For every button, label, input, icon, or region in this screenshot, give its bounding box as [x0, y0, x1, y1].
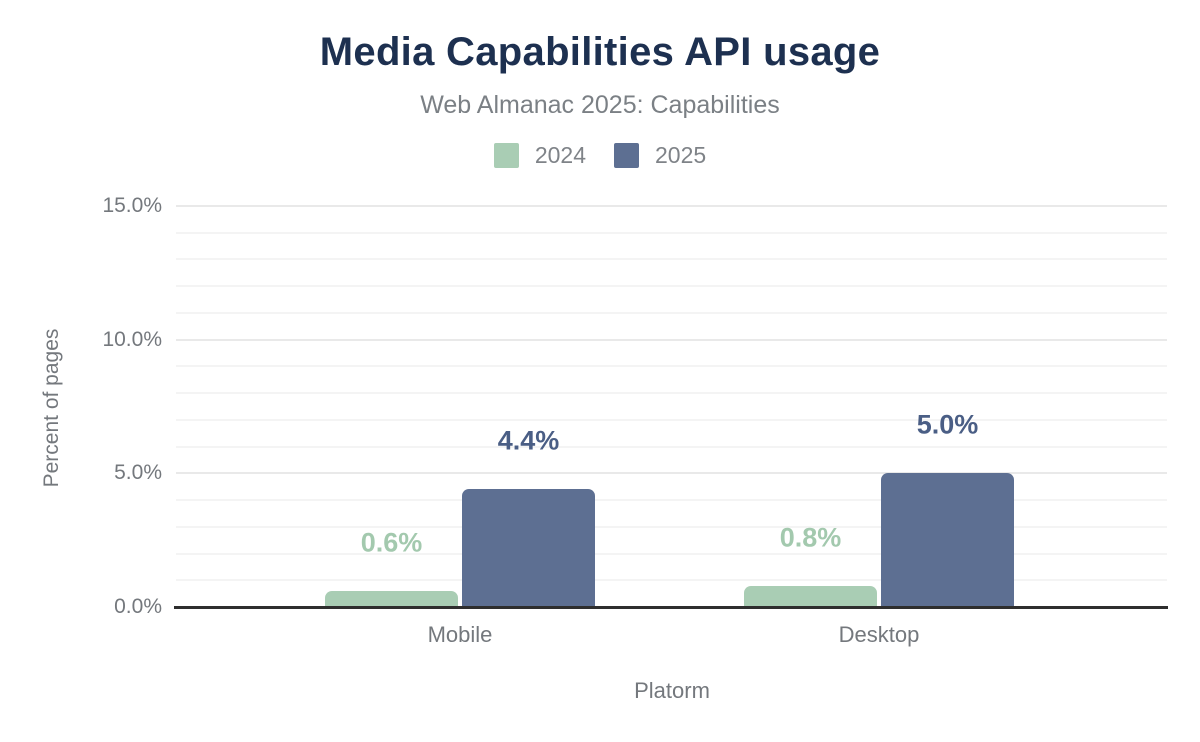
chart-title: Media Capabilities API usage	[319, 30, 881, 74]
legend-swatch-icon	[614, 143, 639, 168]
minor-gridline	[176, 285, 1167, 287]
legend-label: 2025	[655, 142, 707, 168]
bar-value-label: 0.8%	[779, 522, 842, 553]
bar-value-label: 0.6%	[360, 527, 423, 558]
minor-gridline	[176, 499, 1167, 501]
minor-gridline	[176, 231, 1167, 234]
legend: 2024 2025	[0, 142, 1200, 169]
minor-gridline	[176, 445, 1167, 448]
major-gridline	[176, 204, 1167, 207]
x-tick-label: Mobile	[427, 622, 493, 647]
bar-2024-desktop[interactable]	[744, 585, 877, 607]
minor-gridline	[176, 392, 1167, 394]
x-tick-label: Desktop	[838, 622, 920, 647]
y-tick-label: 0.0%	[114, 595, 162, 618]
legend-item-2025: 2025	[614, 142, 706, 169]
minor-gridline	[176, 365, 1167, 368]
legend-item-2024: 2024	[493, 142, 586, 169]
minor-gridline	[176, 579, 1167, 582]
minor-gridline	[176, 258, 1167, 261]
chart-subtitle: Web Almanac 2025: Capabilities	[420, 91, 780, 119]
minor-gridline	[176, 418, 1167, 421]
major-gridline	[176, 472, 1167, 475]
bar-value-label: 4.4%	[497, 425, 560, 456]
y-tick-label: 5.0%	[114, 461, 162, 485]
bar-value-label: 5.0%	[916, 409, 979, 440]
y-tick-label: 15.0%	[102, 193, 162, 217]
bar-2025-desktop[interactable]	[881, 473, 1014, 607]
bar-2025-mobile[interactable]	[462, 489, 595, 607]
major-gridline	[176, 338, 1167, 341]
legend-label: 2024	[534, 142, 586, 168]
x-axis-title: Platorm	[634, 678, 710, 703]
y-tick-label: 10.0%	[102, 327, 162, 351]
minor-gridline	[176, 552, 1167, 555]
minor-gridline	[176, 311, 1167, 314]
bar-2024-mobile[interactable]	[325, 590, 458, 607]
legend-swatch-icon	[493, 143, 519, 168]
x-axis-line	[174, 606, 1168, 609]
minor-gridline	[176, 525, 1167, 528]
